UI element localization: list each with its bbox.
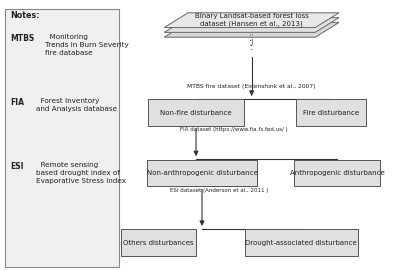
Text: MTBS: MTBS <box>10 34 34 43</box>
FancyBboxPatch shape <box>120 229 196 256</box>
Text: :: : <box>250 41 253 51</box>
FancyBboxPatch shape <box>147 160 257 186</box>
FancyBboxPatch shape <box>294 160 380 186</box>
FancyBboxPatch shape <box>148 99 244 126</box>
FancyBboxPatch shape <box>296 99 366 126</box>
Polygon shape <box>164 13 339 28</box>
Polygon shape <box>164 18 339 32</box>
Text: Notes:: Notes: <box>10 11 40 20</box>
Text: ESI dataset (Anderson et al., 2011 ): ESI dataset (Anderson et al., 2011 ) <box>170 188 268 193</box>
Text: Binary Landsat-based forest loss
dataset (Hansen et al., 2013): Binary Landsat-based forest loss dataset… <box>195 13 308 27</box>
Text: Monitoring
Trends in Burn Severity
fire database: Monitoring Trends in Burn Severity fire … <box>45 34 129 56</box>
Text: Drought-associated disturbance: Drought-associated disturbance <box>246 240 357 246</box>
Polygon shape <box>164 22 339 37</box>
Text: Others disturbances: Others disturbances <box>123 240 194 246</box>
FancyBboxPatch shape <box>5 9 118 267</box>
Text: MTBS fire dataset (Eidenshink et al., 2007): MTBS fire dataset (Eidenshink et al., 20… <box>187 83 316 89</box>
Text: Remote sensing
based drought index of
Evaporative Stress Index: Remote sensing based drought index of Ev… <box>36 162 126 184</box>
Text: · · ·: · · · <box>248 33 256 46</box>
Text: FIA dataset (https://www.fia.fs.fed.us/ ): FIA dataset (https://www.fia.fs.fed.us/ … <box>180 127 288 133</box>
Text: FIA: FIA <box>10 98 24 107</box>
Text: Non-fire disturbance: Non-fire disturbance <box>160 110 232 116</box>
Text: ESI: ESI <box>10 162 24 171</box>
FancyBboxPatch shape <box>245 229 358 256</box>
Text: Non-anthropogenic disturbance: Non-anthropogenic disturbance <box>147 170 257 176</box>
Text: Anthropogenic disturbance: Anthropogenic disturbance <box>290 170 384 176</box>
Text: Fire disturbance: Fire disturbance <box>303 110 359 116</box>
Text: :
:: : : <box>250 33 253 46</box>
Text: Forest Inventory
and Analysis database: Forest Inventory and Analysis database <box>36 98 118 112</box>
